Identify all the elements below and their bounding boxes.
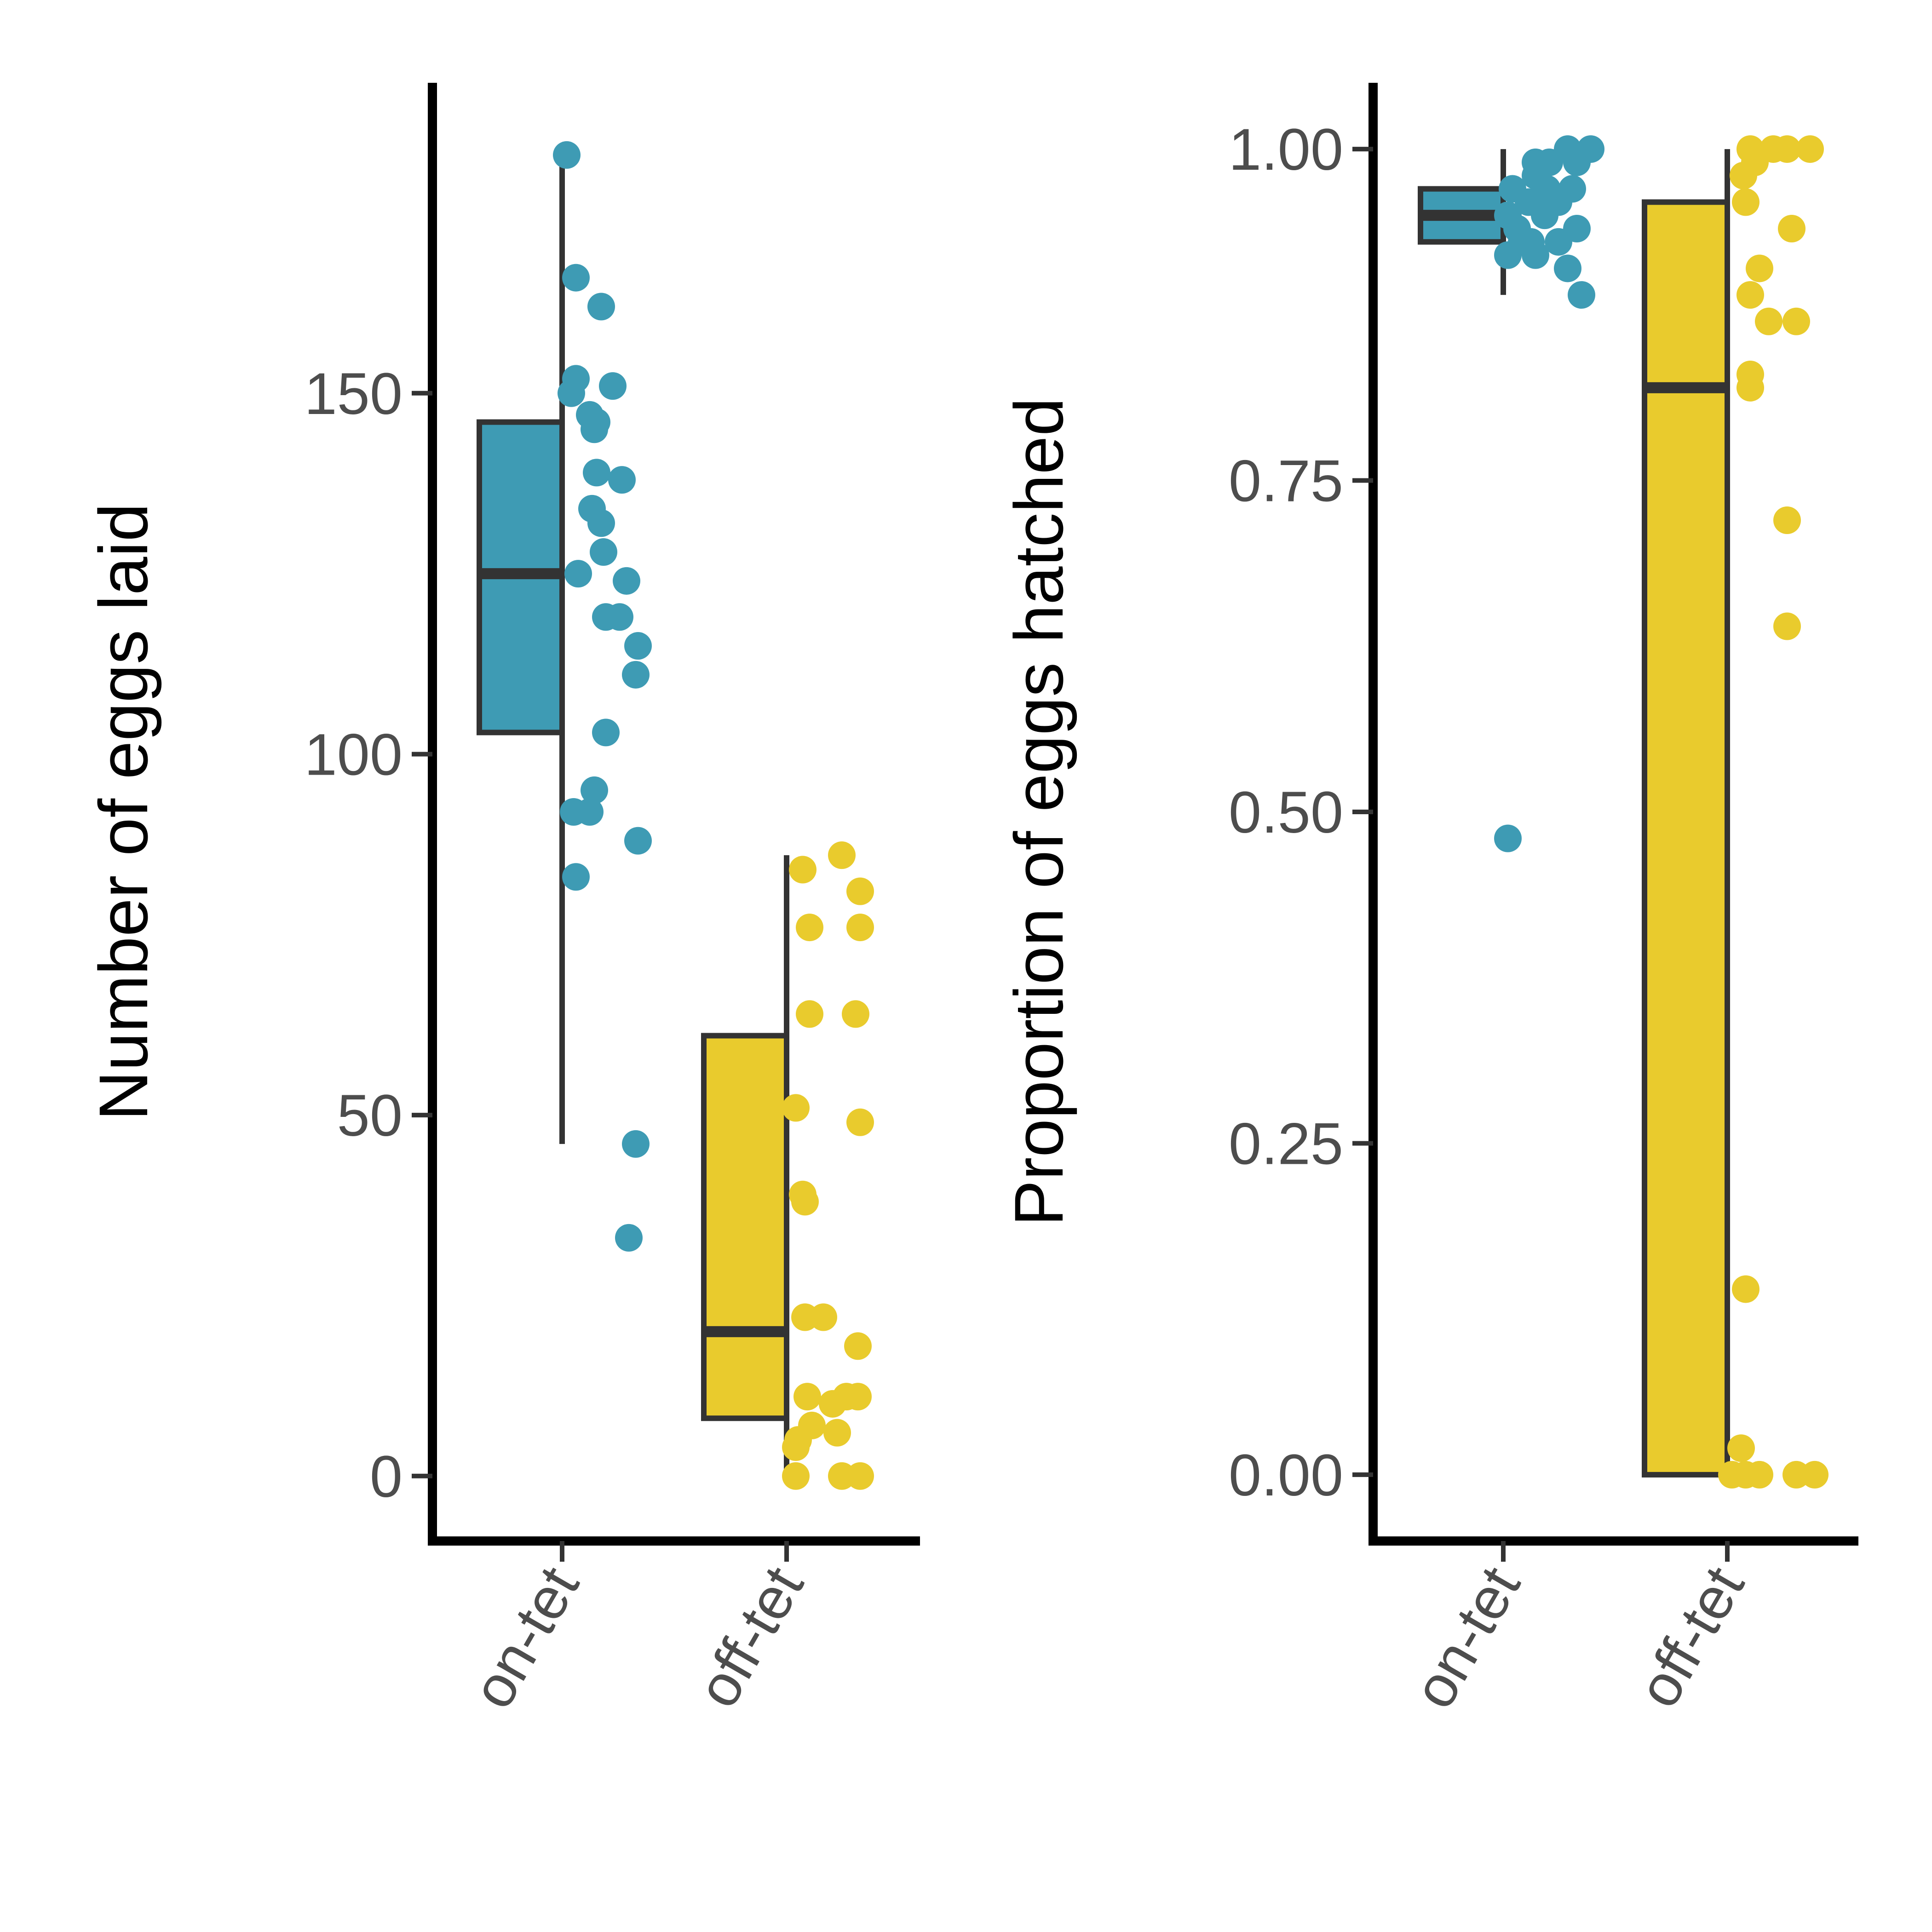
panel-proportion-hatched: 0.00 0.25 0.50 0.75 1.00 on-tet off-tet Proport… <box>1000 83 1858 1719</box>
x-tick-label-on-tet: on-tet <box>1401 1556 1533 1719</box>
y-tick-label: 150 <box>304 361 402 427</box>
data-point <box>1554 254 1581 282</box>
data-point <box>1778 215 1806 242</box>
y-tick-label: 0.25 <box>1229 1111 1343 1177</box>
data-point <box>810 1303 837 1331</box>
data-point <box>587 509 615 537</box>
data-point <box>1531 201 1558 230</box>
data-point <box>796 914 823 942</box>
y-tick-label: 0.50 <box>1229 780 1343 845</box>
data-point <box>846 1462 874 1490</box>
data-point <box>576 798 604 826</box>
data-point <box>622 661 650 689</box>
data-point <box>1732 1275 1760 1303</box>
data-point <box>1796 135 1824 163</box>
y-tick-label: 100 <box>304 722 402 788</box>
data-point <box>796 1000 823 1028</box>
data-point <box>564 560 592 588</box>
data-point <box>1522 241 1549 269</box>
data-point <box>823 1419 851 1447</box>
data-point <box>624 827 652 855</box>
data-point <box>791 1188 819 1216</box>
y-tick-label: 0 <box>370 1444 402 1510</box>
data-point <box>1730 161 1757 190</box>
box-body-off-tet <box>1642 199 1730 1478</box>
data-point <box>1773 612 1801 640</box>
data-point <box>581 415 608 443</box>
data-point <box>1755 307 1782 335</box>
data-point <box>1773 506 1801 534</box>
data-point <box>606 603 633 631</box>
y-tick-label: 50 <box>337 1083 402 1149</box>
y-tick-label: 1.00 <box>1229 117 1343 183</box>
data-point <box>1732 188 1760 216</box>
y-tick-label: 0.75 <box>1229 448 1343 514</box>
data-point <box>583 459 610 487</box>
data-point <box>842 1000 869 1028</box>
x-tick-label-off-tet: off-tet <box>684 1556 816 1719</box>
data-point <box>599 372 627 400</box>
data-point <box>828 841 856 869</box>
data-point <box>782 1094 810 1122</box>
data-point <box>846 877 874 905</box>
data-point <box>1494 241 1522 269</box>
panel-eggs-laid: 0 50 100 150 on-tet off-tet Number of eggs lai… <box>85 83 920 1719</box>
data-point <box>1801 1460 1828 1489</box>
y-axis-title: Number of eggs laid <box>85 503 162 1121</box>
data-point <box>615 1224 643 1252</box>
box-off-tet <box>1642 149 1730 1478</box>
data-point <box>782 1433 810 1461</box>
data-point <box>624 632 652 660</box>
data-point <box>1736 374 1764 402</box>
data-point <box>1568 281 1595 309</box>
data-point <box>581 776 608 804</box>
box-on-tet <box>477 155 565 1144</box>
box-off-tet <box>701 855 789 1476</box>
x-tick-label-on-tet: on-tet <box>460 1556 592 1719</box>
data-point <box>819 1390 846 1418</box>
data-point <box>1494 824 1522 852</box>
data-point <box>1545 228 1572 256</box>
data-point <box>782 1462 810 1490</box>
data-point <box>562 264 590 292</box>
points-off-tet <box>1718 135 1828 1489</box>
y-axis-title: Proportion of eggs hatched <box>1000 397 1077 1226</box>
box-on-tet <box>1418 149 1506 295</box>
y-tick-label: 0.00 <box>1229 1443 1343 1508</box>
data-point <box>608 466 636 494</box>
data-point <box>794 1383 821 1411</box>
data-point <box>1727 1434 1755 1462</box>
data-point <box>592 719 620 747</box>
data-point <box>558 379 585 407</box>
points-off-tet <box>782 841 874 1490</box>
data-point <box>613 567 640 595</box>
data-point <box>1782 307 1810 335</box>
box-body-off-tet <box>701 1033 789 1421</box>
data-point <box>846 1108 874 1136</box>
data-point <box>590 538 617 566</box>
data-point <box>844 1332 872 1360</box>
x-tick-label-off-tet: off-tet <box>1625 1556 1757 1719</box>
data-point <box>1746 254 1773 282</box>
points-on-tet <box>1494 135 1604 852</box>
data-point <box>1746 1460 1773 1489</box>
data-point <box>1736 281 1764 309</box>
data-point <box>553 141 581 169</box>
data-point <box>587 293 615 321</box>
data-point <box>789 856 816 884</box>
points-on-tet <box>553 141 652 1252</box>
data-point <box>1563 148 1591 176</box>
data-point <box>622 1130 650 1158</box>
data-point <box>562 863 590 891</box>
data-point <box>846 914 874 942</box>
